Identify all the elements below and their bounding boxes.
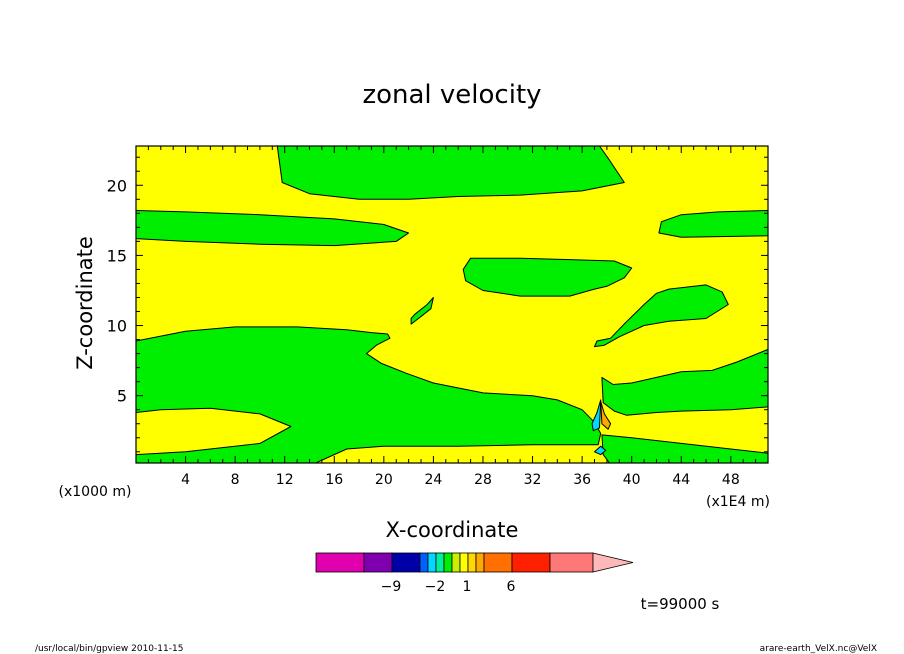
x-tick-label: 8 xyxy=(231,472,240,488)
colorbar-swatch xyxy=(511,552,551,573)
colorbar-tick-label: 6 xyxy=(507,579,516,595)
colorbar-swatch xyxy=(391,552,421,573)
x-tick-label: 12 xyxy=(276,472,294,488)
contour-region-right-orange-sliver xyxy=(600,400,612,430)
colorbar-swatch xyxy=(475,552,485,573)
x-tick-label: 16 xyxy=(325,472,343,488)
colorbar-tick-label: 1 xyxy=(463,579,472,595)
colorbar-swatch xyxy=(549,552,594,573)
contour-region-top-column-green xyxy=(276,146,625,200)
colorbar-swatch xyxy=(443,552,453,573)
y-tick-label: 5 xyxy=(117,387,127,406)
chart-title: zonal velocity xyxy=(362,80,541,110)
plot-frame xyxy=(135,145,769,464)
contour-region-bottom-right-green xyxy=(601,434,768,463)
contour-region-right-upper-green xyxy=(658,210,768,238)
x-tick-label: 36 xyxy=(573,472,591,488)
y-unit-note: (x1000 m) xyxy=(59,484,132,500)
x-unit-note: (x1E4 m) xyxy=(706,494,770,510)
colorbar-swatch xyxy=(427,552,437,573)
colorbar-swatch xyxy=(435,552,445,573)
footer-left: /usr/local/bin/gpview 2010-11-15 xyxy=(35,644,183,654)
colorbar-swatch xyxy=(419,552,429,573)
colorbar-tick-label: −9 xyxy=(381,579,402,595)
x-tick-label: 28 xyxy=(474,472,492,488)
footer-right: arare-earth_VelX.nc@VelX xyxy=(760,644,877,654)
time-label: t=99000 s xyxy=(641,595,720,613)
y-tick-label: 15 xyxy=(107,246,127,265)
x-tick-label: 48 xyxy=(722,472,740,488)
x-tick-label: 44 xyxy=(672,472,690,488)
colorbar: −9 −2 1 6 xyxy=(315,552,634,595)
colorbar-tick-label: −2 xyxy=(425,579,446,595)
x-tick-label: 40 xyxy=(623,472,641,488)
y-tick-label: 20 xyxy=(107,176,127,195)
contour-region-bottom-blue-dot xyxy=(594,445,607,456)
colorbar-arrow xyxy=(592,552,634,573)
y-tick-label: 10 xyxy=(107,317,127,336)
y-axis-label: Z-coordinate xyxy=(73,236,97,370)
x-tick-label: 20 xyxy=(375,472,393,488)
contour-region-small-blob-green xyxy=(410,297,434,325)
colorbar-swatch xyxy=(467,552,477,573)
colorbar-swatch xyxy=(483,552,513,573)
contour-region-mid-lens-green xyxy=(462,257,633,297)
x-tick-label: 32 xyxy=(524,472,542,488)
colorbar-swatch xyxy=(315,552,365,573)
contour-region-right-band-green xyxy=(601,348,768,416)
contour-region-right-diagonal-green xyxy=(594,284,729,348)
x-tick-label: 4 xyxy=(181,472,190,488)
contour-region-left-blue-sliver xyxy=(591,399,602,432)
x-tick-label: 24 xyxy=(424,472,442,488)
x-axis-label: X-coordinate xyxy=(386,518,519,542)
colorbar-swatch xyxy=(363,552,393,573)
colorbar-swatch xyxy=(459,552,469,573)
contour-region-upper-left-green xyxy=(136,210,410,247)
colorbar-swatch xyxy=(451,552,461,573)
